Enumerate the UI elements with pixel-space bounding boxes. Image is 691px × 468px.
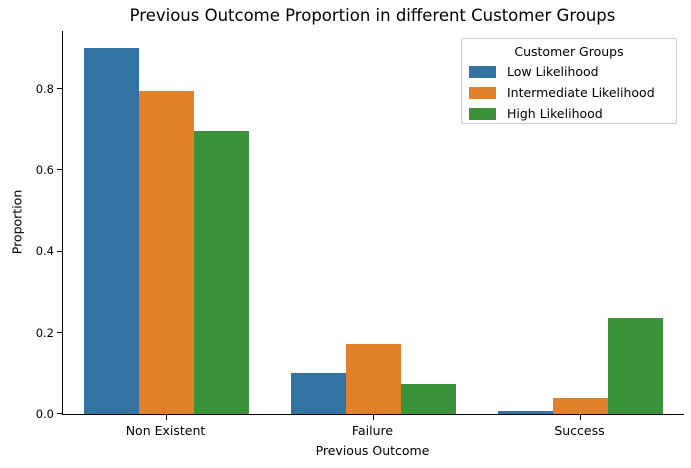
y-tick-label: 0.4 <box>35 244 54 259</box>
bar-non-existent-high-likelihood <box>194 130 250 414</box>
plot-area <box>57 31 684 420</box>
bar-success-intermediate-likelihood <box>552 398 609 414</box>
y-tick-mark <box>57 413 62 415</box>
bar-failure-low-likelihood <box>290 372 346 414</box>
x-tick-mark <box>372 415 374 420</box>
bar-success-low-likelihood <box>497 410 553 414</box>
x-axis-label: Previous Outcome <box>315 443 430 458</box>
y-tick-label: 0.8 <box>35 81 54 96</box>
x-tick-label: Non Existent <box>125 423 206 438</box>
y-axis-label: Proportion <box>9 189 25 255</box>
bar-non-existent-intermediate-likelihood <box>138 90 195 414</box>
legend-item-intermediate-likelihood: Intermediate Likelihood <box>462 82 676 103</box>
chart-title: Previous Outcome Proportion in different… <box>129 6 616 25</box>
y-tick-mark <box>57 250 62 252</box>
x-tick-label: Failure <box>351 423 394 438</box>
bar-failure-high-likelihood <box>401 383 457 414</box>
legend-items: Low Likelihood Intermediate Likelihood Hig… <box>462 61 676 124</box>
bar-failure-intermediate-likelihood <box>345 344 402 414</box>
legend-item-high-likelihood: High Likelihood <box>462 103 676 124</box>
y-tick-label: 0.0 <box>35 407 54 421</box>
legend-label: High Likelihood <box>507 106 603 121</box>
legend-swatch-icon <box>469 107 496 120</box>
legend-title: Customer Groups <box>514 44 624 59</box>
legend-swatch-icon <box>469 65 496 78</box>
y-tick-label: 0.2 <box>35 325 54 340</box>
x-tick-label: Success <box>554 423 605 438</box>
legend-label: Intermediate Likelihood <box>507 85 655 100</box>
x-tick-mark <box>579 415 581 420</box>
y-tick-mark <box>57 88 62 90</box>
y-tick-mark <box>57 331 62 333</box>
legend-swatch-icon <box>469 86 496 99</box>
y-tick-mark <box>57 169 62 171</box>
bar-success-high-likelihood <box>608 318 664 414</box>
legend-item-low-likelihood: Low Likelihood <box>462 61 676 82</box>
bar-non-existent-low-likelihood <box>83 48 139 414</box>
legend-label: Low Likelihood <box>507 64 599 79</box>
legend: Customer Groups Low Likelihood Intermedia… <box>461 38 677 124</box>
x-tick-mark <box>165 415 167 420</box>
y-tick-label: 0.6 <box>35 163 54 178</box>
